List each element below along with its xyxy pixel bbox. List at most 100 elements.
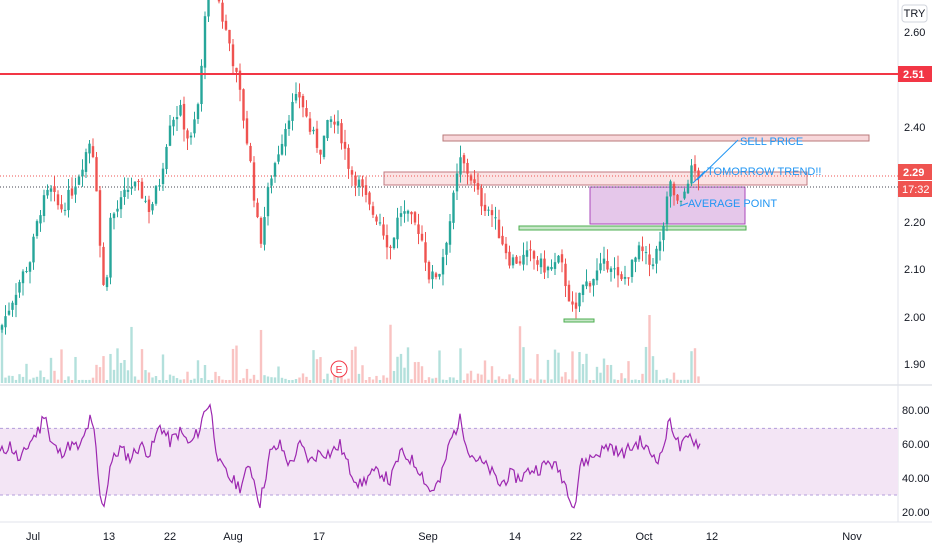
candle-body <box>452 192 455 223</box>
candle-body <box>270 178 273 186</box>
volume-bar <box>599 372 602 383</box>
volume-bar <box>658 379 662 383</box>
volume-bar <box>231 348 235 383</box>
volume-bar <box>165 379 168 383</box>
candle-body <box>665 196 669 225</box>
volume-bar <box>35 376 39 383</box>
volume-bar <box>60 349 63 383</box>
volume-bar <box>126 370 130 383</box>
volume-bar <box>399 353 403 383</box>
candle-body <box>578 292 581 307</box>
candle-body <box>161 168 165 185</box>
volume-bar <box>63 379 67 383</box>
volume-bar <box>473 379 476 383</box>
volume-bar <box>557 352 560 383</box>
candle-body <box>361 179 364 187</box>
candle-body <box>550 266 553 270</box>
candle-body <box>564 263 567 287</box>
volume-bar <box>630 379 634 383</box>
candle-body <box>32 236 35 263</box>
currency-badge[interactable] <box>901 4 928 23</box>
candle-body <box>413 212 417 223</box>
candle-body <box>434 273 438 278</box>
candle-body <box>235 67 238 72</box>
volume-bar <box>662 379 665 383</box>
candle-body <box>462 155 466 164</box>
volume-bar <box>508 374 511 383</box>
rsi-tick-60: 60.00 <box>902 439 930 451</box>
volume-bar <box>648 315 651 383</box>
time-label-jul: Jul <box>26 531 40 543</box>
time-label-22b: 22 <box>570 531 582 543</box>
candle-body <box>455 173 459 192</box>
candle-body <box>322 135 326 158</box>
volume-bar <box>105 379 109 383</box>
time-label-oct: Oct <box>635 531 652 543</box>
volume-bar <box>364 379 368 383</box>
candle-body <box>340 123 343 144</box>
candle-body <box>315 128 319 148</box>
volume-bar <box>74 356 77 383</box>
volume-bar <box>256 379 259 383</box>
candle-body <box>672 183 676 196</box>
volume-bar <box>417 361 420 383</box>
rsi-tick-20: 20.00 <box>902 507 930 519</box>
low-support-line[interactable] <box>563 318 595 323</box>
candle-body <box>630 259 634 277</box>
price-axis[interactable]: TRY 2.60 2.40 2.20 2.10 2.00 1.90 2.51 2… <box>898 4 932 371</box>
volume-bar <box>158 379 161 383</box>
volume-bar <box>396 356 399 383</box>
sell-price-zone[interactable] <box>442 134 870 142</box>
volume-bar <box>224 380 228 383</box>
candle-body <box>126 189 130 192</box>
candle-body <box>144 200 147 202</box>
candle-body <box>427 261 431 280</box>
volume-bar <box>522 347 525 383</box>
candle-body <box>21 271 25 284</box>
candle-body <box>620 274 623 280</box>
candle-body <box>546 266 550 271</box>
volume-bar <box>186 371 189 383</box>
volume-bar <box>196 360 200 383</box>
time-label-13: 13 <box>103 531 115 543</box>
time-label-22: 22 <box>164 531 176 543</box>
candle-body <box>476 183 480 190</box>
volume-bar <box>312 350 315 383</box>
volume-bar <box>672 372 676 383</box>
earnings-event-marker[interactable] <box>330 360 348 378</box>
volume-bar <box>665 378 669 383</box>
time-label-aug: Aug <box>223 531 243 543</box>
time-axis[interactable]: Jul 13 22 Aug 17 Sep 14 22 Oct 12 Nov <box>26 531 862 543</box>
candle-body <box>25 271 28 273</box>
rsi-axis[interactable]: 80.00 60.00 40.00 20.00 <box>902 405 930 519</box>
volume-bar <box>627 361 630 383</box>
candle-body <box>147 199 151 213</box>
volume-bar <box>189 379 193 383</box>
volume-bar <box>483 360 487 383</box>
support-line[interactable] <box>518 225 747 231</box>
volume-bar <box>112 369 116 383</box>
candle-body <box>354 175 357 186</box>
volume-bar <box>448 377 452 383</box>
candle-body <box>389 246 392 248</box>
volume-bar <box>693 348 697 383</box>
candle-body <box>221 2 224 22</box>
candle-body <box>609 268 613 272</box>
volume-bar <box>445 379 448 383</box>
candle-body <box>508 251 511 266</box>
volume-bar <box>179 379 182 383</box>
currency-label: TRY <box>904 8 926 20</box>
candle-body <box>4 316 7 328</box>
candle-body <box>553 262 557 269</box>
countdown-label: 17:32 <box>902 184 930 196</box>
volume-bar <box>130 326 133 383</box>
rsi-band <box>0 428 898 495</box>
candle-body <box>641 246 644 252</box>
volume-bar <box>564 372 567 383</box>
volume-bar <box>494 379 497 383</box>
candle-body <box>417 224 420 234</box>
average-point-pointer <box>679 202 689 207</box>
volume-bar <box>385 377 389 383</box>
